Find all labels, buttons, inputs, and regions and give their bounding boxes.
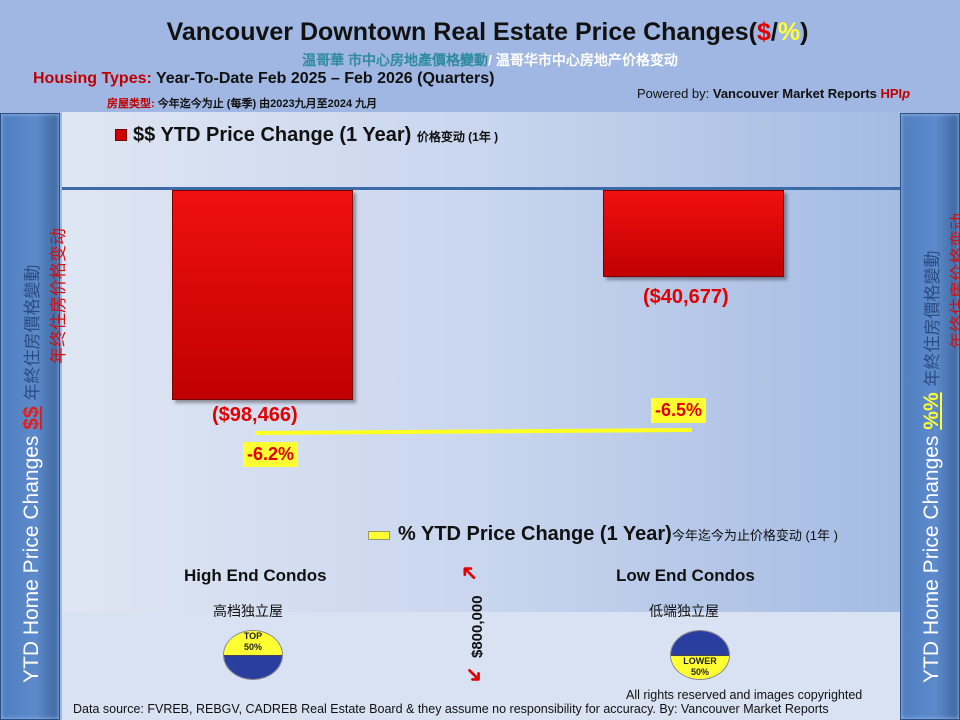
bar-dollar-0 [172, 190, 353, 400]
category-high-end: High End Condos [184, 566, 327, 585]
data-source-note: Data source: FVREB, REBGV, CADREB Real E… [73, 702, 829, 716]
rights-note: All rights reserved and images copyright… [626, 688, 863, 702]
category-high-end-cn: 高档独立屋 [213, 603, 283, 619]
powered-by: Powered by: Vancouver Market Reports HPI… [637, 86, 911, 101]
legend-pct: % YTD Price Change (1 Year)今年迄今为止价格变动 (1… [368, 523, 838, 546]
subtitle: 温哥華 市中心房地產價格變動/ 温哥华市中心房地产价格变动 [302, 52, 678, 68]
bar-dollar-label-1: ($40,677) [643, 285, 729, 308]
lower-50-badge: LOWER 50% [670, 630, 730, 680]
pct-label-1: -6.5% [651, 398, 707, 423]
zero-axis-line [62, 187, 900, 190]
page-title: Vancouver Downtown Real Estate Price Cha… [166, 18, 809, 46]
left-side-banner: YTD Home Price Changes $$ 年終住房價格變動 年终住房价… [0, 113, 69, 720]
category-low-end: Low End Condos [616, 566, 755, 585]
housing-types-cn: 房屋类型: 今年迄今为止 (每季) 由2023九月至2024 九月 [107, 98, 378, 110]
legend-dollar: $$ YTD Price Change (1 Year) 价格变动 (1年 ) [115, 124, 498, 147]
category-panel [62, 612, 900, 720]
bar-dollar-1 [603, 190, 784, 277]
legend-swatch-yellow [368, 531, 390, 540]
price-divider-label: $800,000 [469, 595, 486, 658]
pct-series-line [254, 428, 693, 435]
bar-dollar-label-0: ($98,466) [212, 404, 298, 426]
right-side-banner: YTD Home Price Changes %% 年終住房價格變動 年终住房价… [900, 113, 960, 720]
top-50-badge: TOP 50% [223, 630, 283, 680]
category-low-end-cn: 低端独立屋 [649, 603, 719, 619]
pct-label-0: -6.2% [243, 442, 299, 467]
housing-types: Housing Types: Year-To-Date Feb 2025 – F… [33, 70, 495, 87]
legend-swatch-red [115, 129, 127, 141]
